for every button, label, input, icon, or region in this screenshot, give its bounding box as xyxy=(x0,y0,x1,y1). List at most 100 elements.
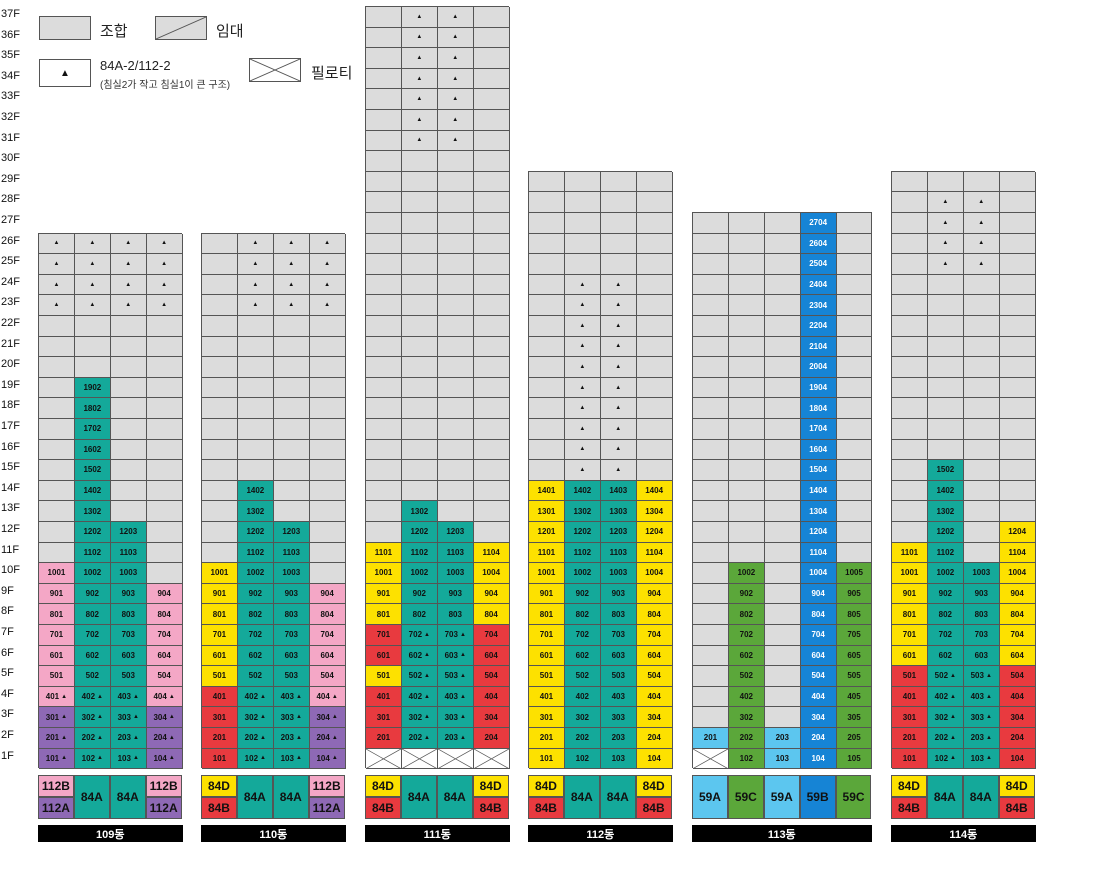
unit-cell: 602 xyxy=(728,645,765,667)
empty-unit-cell xyxy=(401,357,438,378)
empty-unit-cell xyxy=(636,357,673,378)
empty-unit-cell xyxy=(999,501,1036,522)
empty-unit-cell xyxy=(836,233,873,255)
unit-number: 205 xyxy=(847,733,861,743)
unit-number: 702 xyxy=(575,630,590,640)
unit-type-box: 84A xyxy=(436,775,473,819)
empty-unit-cell xyxy=(892,418,928,440)
floor-label: 26F xyxy=(1,234,20,247)
unit-cell: 1003 xyxy=(273,563,310,584)
empty-unit-cell xyxy=(437,357,474,378)
empty-unit-cell xyxy=(600,171,637,193)
empty-unit-cell xyxy=(366,171,402,193)
unit-number: 1202 xyxy=(410,527,429,537)
unit-number: 1802 xyxy=(83,403,102,413)
unit-cell: 404 xyxy=(999,686,1036,708)
empty-unit-cell: ▲ xyxy=(963,212,1000,234)
empty-unit-cell xyxy=(401,480,438,502)
unit-cell: 904 xyxy=(309,583,346,605)
empty-unit-cell: ▲ xyxy=(564,460,601,481)
empty-unit-cell xyxy=(473,254,510,275)
empty-unit-cell xyxy=(401,295,438,316)
unit-number: 204 xyxy=(1010,733,1024,743)
unit-cell: 604 xyxy=(146,645,183,667)
unit-number: 504 xyxy=(647,671,661,681)
unit-type-box: 84B xyxy=(472,797,509,819)
unit-number: 902 xyxy=(739,589,754,599)
triangle-icon: ▲ xyxy=(324,260,331,267)
empty-unit-cell xyxy=(366,254,402,275)
unit-type-box: 112B xyxy=(308,775,345,797)
unit-cell: 904 xyxy=(473,583,510,605)
piloti-cell xyxy=(366,748,402,770)
unit-cell: 701 xyxy=(202,624,238,646)
empty-unit-cell xyxy=(437,439,474,461)
unit-cell: 2604 xyxy=(800,233,837,255)
unit-cell: 202 ▲ xyxy=(927,727,964,749)
empty-unit-cell xyxy=(401,460,438,481)
triangle-icon: ▲ xyxy=(424,693,430,700)
unit-number: 1103 xyxy=(119,547,137,557)
empty-unit-cell xyxy=(892,439,928,461)
empty-unit-cell xyxy=(309,460,346,481)
unit-cell: 102 ▲ xyxy=(237,748,274,770)
empty-unit-cell xyxy=(473,130,510,152)
empty-unit-cell xyxy=(437,254,474,275)
unit-cell: 1001 xyxy=(529,563,565,584)
unit-cell: 105 xyxy=(836,748,873,770)
unit-type-box: 59C xyxy=(727,775,764,819)
empty-unit-cell xyxy=(366,110,402,131)
empty-unit-cell xyxy=(39,357,75,378)
unit-cell: 804 xyxy=(800,604,837,625)
empty-unit-cell xyxy=(836,254,873,275)
unit-number: 104 xyxy=(153,753,167,763)
empty-unit-cell xyxy=(892,336,928,358)
unit-cell: 104 ▲ xyxy=(146,748,183,770)
empty-unit-cell xyxy=(892,192,928,213)
unit-cell: 504 xyxy=(146,666,183,687)
unit-number: 803 xyxy=(611,609,625,619)
unit-number: 704 xyxy=(320,630,334,640)
unit-number: 1002 xyxy=(737,568,756,578)
empty-unit-cell xyxy=(693,707,729,728)
unit-number: 1303 xyxy=(609,506,628,516)
empty-unit-cell xyxy=(693,439,729,461)
empty-unit-cell xyxy=(401,336,438,358)
unit-cell: 301 xyxy=(529,707,565,728)
empty-unit-cell: ▲ xyxy=(401,89,438,110)
floor-label: 10F xyxy=(1,564,20,577)
unit-cell: 1104 xyxy=(800,542,837,564)
unit-cell: 101 xyxy=(892,748,928,770)
empty-unit-cell xyxy=(963,542,1000,564)
unit-number: 801 xyxy=(212,609,227,619)
building-name-label: 111동 xyxy=(365,825,510,842)
unit-cell: 603 xyxy=(963,645,1000,667)
empty-unit-cell xyxy=(999,357,1036,378)
empty-unit-cell xyxy=(636,254,673,275)
empty-unit-cell xyxy=(693,336,729,358)
unit-number: 901 xyxy=(376,589,391,599)
unit-type-box: 84A xyxy=(599,775,636,819)
empty-unit-cell xyxy=(728,542,765,564)
building-name-label: 113동 xyxy=(692,825,872,842)
empty-unit-cell xyxy=(437,274,474,296)
empty-unit-cell xyxy=(39,521,75,543)
unit-cell: 703 xyxy=(600,624,637,646)
empty-unit-cell: ▲ xyxy=(963,254,1000,275)
empty-unit-cell xyxy=(309,501,346,522)
unit-number: 1005 xyxy=(845,568,863,578)
unit-cell: 1002 xyxy=(74,563,111,584)
unit-type-box: 84B xyxy=(201,797,237,819)
unit-cell: 902 xyxy=(74,583,111,605)
empty-unit-cell: ▲ xyxy=(401,68,438,90)
triangle-icon: ▲ xyxy=(985,755,992,762)
unit-cell: 203 ▲ xyxy=(437,728,474,749)
empty-unit-cell xyxy=(927,274,964,296)
empty-unit-cell xyxy=(366,398,402,419)
empty-unit-cell xyxy=(146,521,183,543)
unit-type-box: 84A xyxy=(73,775,110,819)
triangle-icon: ▲ xyxy=(168,755,175,762)
empty-unit-cell: ▲ xyxy=(437,48,474,69)
empty-unit-cell xyxy=(600,254,637,275)
unit-number: 904 xyxy=(811,589,825,599)
